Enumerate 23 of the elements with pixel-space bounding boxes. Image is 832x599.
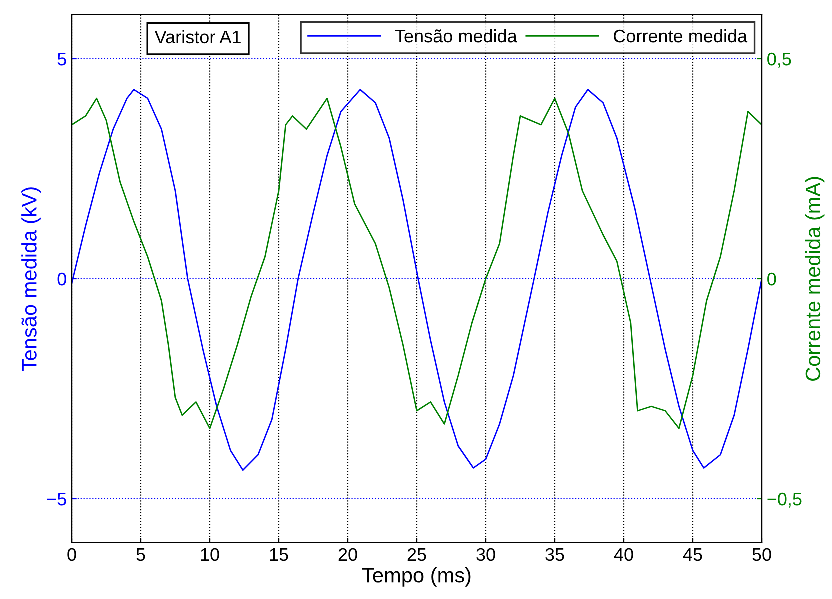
- y-tick-label: 5: [58, 53, 66, 66]
- x-tick-label: 10: [201, 548, 220, 562]
- x-tick-label: 15: [270, 548, 288, 562]
- x-tick-label: 5: [136, 548, 146, 562]
- x-tick-label: 20: [338, 548, 358, 562]
- y2-tick-label: −0,5: [768, 492, 802, 508]
- x-tick-label: 40: [614, 548, 634, 562]
- y-axis-title: Tensão medida (kV): [22, 188, 41, 372]
- x-tick-label: 45: [683, 548, 702, 562]
- legend-label: Corrente medida: [614, 29, 748, 43]
- y-tick-label: 0: [58, 272, 66, 286]
- y-tick-label: −5: [47, 493, 66, 506]
- x-tick-label: 30: [476, 548, 496, 562]
- annotation: Varistor A1: [154, 30, 241, 44]
- legend-label: Tensão medida: [395, 29, 518, 43]
- y2-tick-label: 0: [768, 272, 776, 286]
- y2-axis-title: Corrente medida (mA): [805, 177, 825, 381]
- x-tick-label: 25: [408, 548, 426, 562]
- x-tick-label: 50: [752, 548, 772, 562]
- y2-tick-label: 0,5: [768, 52, 792, 68]
- x-axis-title: Tempo (ms): [362, 567, 471, 587]
- x-tick-label: 0: [68, 548, 76, 562]
- x-tick-label: 35: [546, 548, 564, 562]
